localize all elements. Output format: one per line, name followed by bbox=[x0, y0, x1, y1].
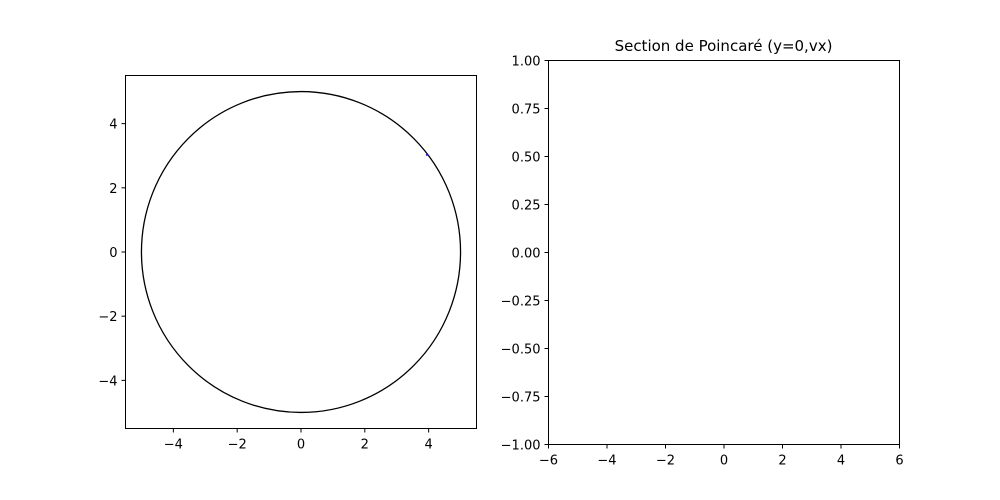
billiard-boundary-circle bbox=[140, 90, 462, 414]
billiard-y-tick-label: −4 bbox=[98, 374, 117, 389]
billiard-x-tick-label: 0 bbox=[297, 438, 305, 453]
trajectory-line bbox=[425, 153, 430, 157]
poincare-y-tick-label: 1.00 bbox=[512, 55, 541, 70]
billiard-y-tick-label: 4 bbox=[109, 118, 117, 133]
poincare-y-tick-label: 0.50 bbox=[512, 151, 541, 166]
billiard-y-tick-label: −2 bbox=[98, 310, 117, 325]
poincare-y-tick-label: 0.00 bbox=[512, 247, 541, 262]
billiard-plot: −4 −2 0 2 4 −4 −2 0 2 4 bbox=[98, 75, 477, 453]
poincare-y-tick-label: −0.25 bbox=[501, 295, 541, 310]
poincare-x-tick-label: −2 bbox=[656, 454, 675, 469]
billiard-axes-frame bbox=[125, 75, 477, 429]
billiard-x-tick-label: 2 bbox=[361, 438, 369, 453]
poincare-x-tick-label: 4 bbox=[837, 454, 845, 469]
poincare-plot-title: Section de Poincaré (y=0,vx) bbox=[615, 37, 833, 55]
poincare-axes-frame bbox=[548, 60, 900, 445]
billiard-x-tick-label: −2 bbox=[228, 438, 247, 453]
poincare-x-tick-label: −6 bbox=[539, 454, 558, 469]
poincare-x-tick-label: 2 bbox=[778, 454, 786, 469]
poincare-x-tick-label: 6 bbox=[895, 454, 903, 469]
billiard-x-tick-label: −4 bbox=[164, 438, 183, 453]
poincare-section-plot: Section de Poincaré (y=0,vx) −6 −4 −2 0 2 4 6 −… bbox=[501, 37, 904, 469]
poincare-x-tick-label: −4 bbox=[597, 454, 616, 469]
billiard-y-tick-label: 0 bbox=[109, 246, 117, 261]
poincare-y-tick-label: 0.25 bbox=[512, 199, 541, 214]
poincare-y-tick-label: 0.75 bbox=[512, 103, 541, 118]
poincare-y-tick-label: −0.75 bbox=[501, 391, 541, 406]
billiard-y-tick-label: 2 bbox=[109, 182, 117, 197]
poincare-y-tick-label: −1.00 bbox=[501, 439, 541, 454]
poincare-x-tick-label: 0 bbox=[720, 454, 728, 469]
billiard-x-tick-label: 4 bbox=[424, 438, 432, 453]
poincare-y-tick-label: −0.50 bbox=[501, 343, 541, 358]
